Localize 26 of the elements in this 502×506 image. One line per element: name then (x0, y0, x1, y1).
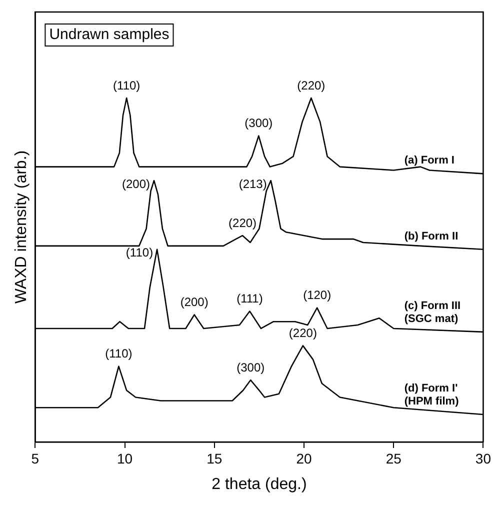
y-axis-title: WAXD intensity (arb.) (13, 150, 30, 304)
annotation: (220) (228, 216, 257, 230)
x-tick-label: 30 (475, 450, 492, 466)
annotation: (111) (236, 292, 263, 306)
annotation: (220) (288, 326, 317, 340)
annotation: (110) (126, 246, 154, 260)
annotation: (213) (238, 176, 267, 191)
series-label: (a) Form I (404, 154, 454, 167)
series-label: (c) Form III (SGC mat) (404, 300, 461, 325)
x-tick-label: 5 (31, 450, 40, 466)
annotation: (300) (236, 360, 265, 374)
series-label: (d) Form I' (HPM film) (404, 382, 460, 408)
series-label: (b) Form II (404, 230, 458, 242)
annotation: (220) (297, 78, 326, 92)
x-tick-label: 20 (296, 450, 312, 466)
x-tick-label: 25 (386, 450, 402, 466)
x-tick-label: 15 (206, 450, 222, 466)
x-tick-label: 10 (117, 450, 133, 466)
text: Undrawn samples (49, 26, 170, 44)
annotation: (110) (105, 346, 132, 361)
annotation: (200) (180, 295, 208, 310)
annotation: (120) (303, 288, 332, 302)
annotation: (300) (244, 116, 273, 130)
annotation: (110) (113, 78, 140, 92)
x-axis-title: 2 theta (deg.) (212, 476, 307, 493)
annotation: (200) (122, 176, 150, 191)
